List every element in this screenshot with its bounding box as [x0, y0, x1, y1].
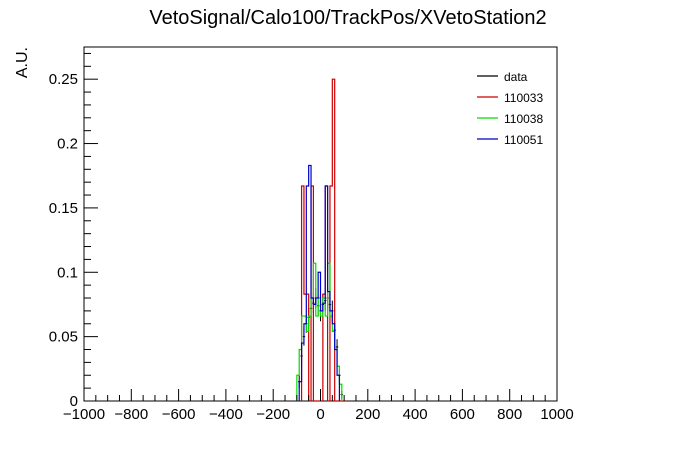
x-tick-label: 800	[497, 406, 522, 423]
x-tick-label: 600	[450, 406, 475, 423]
x-tick-label: 400	[403, 406, 428, 423]
series-layer	[296, 78, 347, 402]
series-110051-histogram	[298, 164, 341, 401]
axes-layer: −1000 −800 −600 −400 −200 0 200 400 600 800 1000 0 0…	[49, 52, 574, 423]
x-tick-label: 1000	[540, 406, 573, 423]
x-tick-label: −600	[162, 406, 196, 423]
y-tick-label: 0	[70, 393, 78, 410]
legend-entry-data: data	[477, 70, 528, 84]
legend-label: data	[504, 70, 528, 84]
x-tick-label: −1000	[63, 406, 105, 423]
legend-entry-110038: 110038	[477, 112, 543, 126]
y-axis-label: A.U.	[14, 47, 31, 78]
legend-label: 110033	[504, 91, 543, 105]
x-tick-label: −200	[256, 406, 290, 423]
legend-entry-110033: 110033	[477, 91, 543, 105]
x-tick-label: −800	[114, 406, 148, 423]
chart-title: VetoSignal/Calo100/TrackPos/XVetoStation…	[149, 7, 546, 29]
y-tick-label: 0.05	[49, 329, 78, 346]
plot-frame	[83, 46, 558, 402]
x-tick-label: 200	[355, 406, 380, 423]
series-110033-histogram	[300, 78, 347, 402]
legend-label: 110038	[504, 112, 543, 126]
legend-entry-110051: 110051	[477, 133, 543, 147]
x-tick-label: −400	[209, 406, 243, 423]
legend: data 110033 110038 110051	[477, 70, 543, 147]
x-tick-label: 0	[316, 406, 324, 423]
y-tick-label: 0.25	[49, 71, 78, 88]
legend-label: 110051	[504, 133, 543, 147]
y-tick-label: 0.15	[49, 200, 78, 217]
y-tick-label: 0.1	[57, 264, 78, 281]
y-tick-label: 0.2	[57, 136, 78, 153]
